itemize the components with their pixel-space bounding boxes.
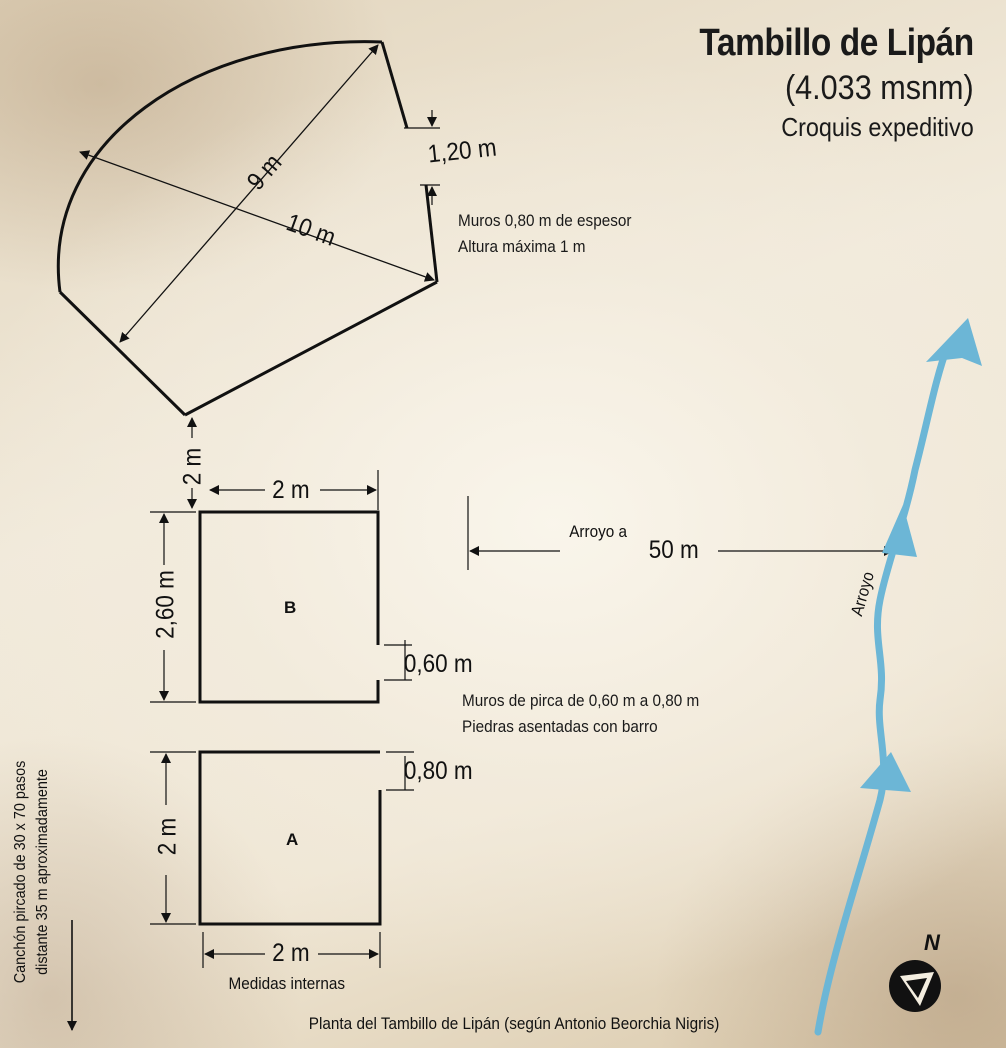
sketch-type-subtitle: Croquis expeditivo <box>781 112 974 142</box>
pirca-thickness-note: Muros de pirca de 0,60 m a 0,80 m <box>462 691 700 710</box>
creek-distance-dimension <box>467 496 894 570</box>
diagonal-9m <box>119 44 379 343</box>
enclosure-wall-s <box>184 280 438 417</box>
corral-note-line1: Canchón pircado de 30 x 70 pasos <box>12 760 29 984</box>
creek-line <box>814 341 952 1036</box>
room-b-dimensions <box>150 470 412 703</box>
room-a-opening-label: 0,80 m <box>403 757 473 785</box>
corral-note-line2: distante 35 m aproximadamente <box>34 769 51 975</box>
wall-height-note: Altura máxima 1 m <box>458 237 586 256</box>
room-b-width-label: 2 m <box>272 476 310 504</box>
creek-flow-triangle-1 <box>882 505 917 557</box>
altitude-subtitle: (4.033 msnm) <box>785 69 974 107</box>
enclosure-wall-sw <box>58 290 187 417</box>
pirca-mud-note: Piedras asentadas con barro <box>462 717 658 736</box>
creek-distance-caption: Arroyo a <box>569 522 628 541</box>
wall-thickness-note: Muros 0,80 m de espesor <box>458 211 632 230</box>
north-label: N <box>924 930 940 955</box>
room-b <box>198 510 380 704</box>
enclosure-wall-ne <box>380 41 409 129</box>
room-a-width-label: 2 m <box>272 939 310 967</box>
room-b-opening-label: 0,60 m <box>403 650 473 678</box>
gap-2m-label: 2 m <box>178 447 207 486</box>
title-block: Tambillo de Lipán (4.033 msnm) Croquis e… <box>662 22 975 143</box>
creek <box>814 318 982 1036</box>
footer-caption: Planta del Tambillo de Lipán (según Anto… <box>308 1014 720 1033</box>
north-arrow-icon <box>889 960 941 1012</box>
room-a <box>198 750 382 926</box>
enclosure-arc-wall <box>56 40 383 293</box>
creek-distance-label: 50 m <box>648 536 699 564</box>
creek-flow-triangle-2 <box>860 752 911 792</box>
diagonal-10m <box>79 150 435 282</box>
room-b-label: B <box>284 598 297 617</box>
enclosure-diagonals <box>79 44 435 343</box>
room-a-dimensions <box>150 751 414 968</box>
corral-note: Canchón pircado de 30 x 70 pasos distant… <box>10 737 54 1007</box>
creek-flow-arrowhead <box>926 318 982 366</box>
main-enclosure <box>56 40 439 417</box>
opening-top-dimension <box>404 110 440 205</box>
page-title: Tambillo de Lipán <box>699 22 975 64</box>
pirca-notes: Muros de pirca de 0,60 m a 0,80 m Piedra… <box>462 688 699 740</box>
room-a-height-label: 2 m <box>153 817 182 856</box>
internal-measurements-note: Medidas internas <box>228 974 345 993</box>
room-a-label: A <box>286 830 299 849</box>
wall-notes: Muros 0,80 m de espesor Altura máxima 1 … <box>458 208 631 260</box>
room-b-height-label: 2,60 m <box>151 570 180 639</box>
